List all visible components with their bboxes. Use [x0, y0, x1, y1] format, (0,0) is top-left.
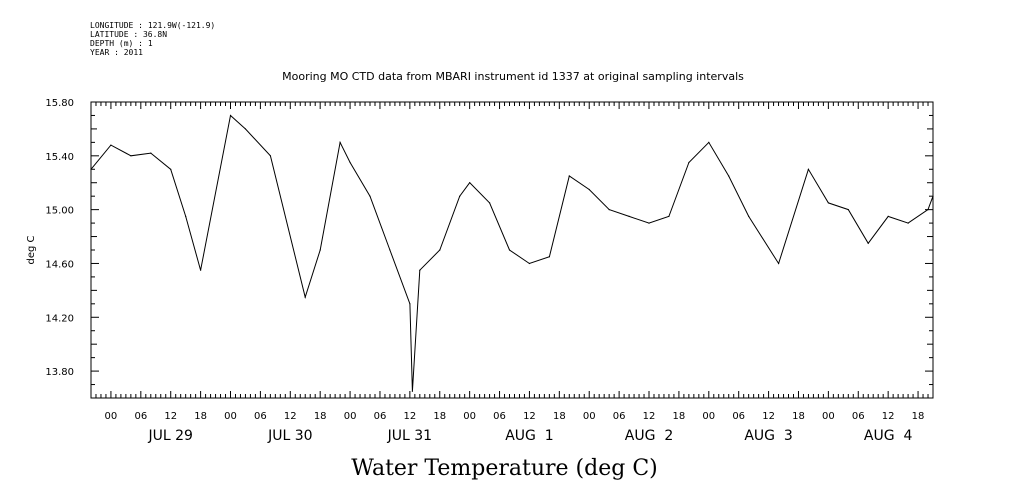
- x-hour-label: 18: [673, 411, 686, 422]
- data-point: [269, 155, 271, 157]
- metadata-block: LONGITUDE : 121.9W(-121.9) LATITUDE : 36…: [90, 21, 215, 57]
- series-line: [90, 114, 934, 392]
- data-point: [907, 222, 909, 224]
- y-tick-label: 15.40: [45, 152, 74, 163]
- x-hour-label: 06: [374, 411, 387, 422]
- data-point: [932, 195, 934, 197]
- data-point: [130, 155, 132, 157]
- data-point: [887, 215, 889, 217]
- x-hour-label: 00: [224, 411, 237, 422]
- x-hour-label: 12: [523, 411, 536, 422]
- data-point: [339, 141, 341, 143]
- x-day-label: AUG 1: [505, 428, 553, 444]
- x-hour-label: 12: [882, 411, 895, 422]
- x-hour-label: 06: [613, 411, 626, 422]
- data-point: [229, 114, 232, 117]
- y-tick-label: 15.00: [45, 206, 74, 217]
- x-hour-label: 18: [314, 411, 327, 422]
- x-day-label: JUL 30: [267, 428, 312, 444]
- data-point: [369, 195, 371, 197]
- data-point: [439, 249, 441, 251]
- data-point: [568, 175, 570, 177]
- data-point: [708, 141, 710, 143]
- x-hour-label: 06: [493, 411, 506, 422]
- meta-year: YEAR : 2011: [90, 48, 143, 57]
- data-point: [411, 390, 413, 392]
- x-hour-label: 06: [852, 411, 865, 422]
- meta-longitude: LONGITUDE : 121.9W(-121.9): [90, 21, 216, 30]
- x-hour-label: 06: [732, 411, 745, 422]
- data-point: [688, 161, 690, 164]
- data-point: [588, 188, 590, 191]
- data-point: [608, 209, 610, 211]
- data-point: [409, 303, 411, 305]
- data-point: [110, 144, 112, 146]
- data-point: [548, 256, 551, 258]
- data-point: [90, 168, 92, 170]
- data-point: [528, 262, 531, 265]
- data-point: [847, 209, 849, 211]
- x-hour-label: 00: [105, 411, 118, 422]
- data-point: [648, 222, 650, 224]
- x-day-label: AUG 3: [744, 428, 792, 444]
- x-axis-title: Water Temperature (deg C): [351, 456, 658, 481]
- x-hour-label: 18: [433, 411, 446, 422]
- data-point: [867, 242, 869, 244]
- data-point: [469, 182, 471, 184]
- x-hour-label: 00: [702, 411, 715, 422]
- x-hour-label: 18: [194, 411, 207, 422]
- plot-frame: [90, 101, 934, 399]
- data-point: [489, 202, 491, 204]
- data-point: [200, 269, 202, 271]
- y-tick-label: 13.80: [45, 367, 74, 378]
- data-point: [508, 249, 511, 251]
- y-tick-label: 14.60: [45, 259, 74, 270]
- data-point: [419, 269, 421, 271]
- data-point: [827, 202, 830, 204]
- data-point: [304, 296, 306, 298]
- data-point: [389, 249, 391, 251]
- x-hour-label: 00: [822, 411, 835, 422]
- x-hour-label: 00: [463, 411, 476, 422]
- data-point: [927, 209, 929, 211]
- x-hour-label: 12: [643, 411, 656, 422]
- data-point: [459, 195, 461, 197]
- data-point: [728, 175, 730, 177]
- x-hour-label: 18: [792, 411, 805, 422]
- x-hour-label: 12: [762, 411, 775, 422]
- y-tick-label: 15.80: [45, 98, 74, 109]
- y-tick-label: 14.20: [45, 313, 74, 324]
- data-point: [244, 128, 246, 130]
- data-point: [748, 215, 750, 217]
- data-point: [668, 215, 670, 217]
- x-day-label: AUG 4: [864, 428, 913, 444]
- meta-latitude: LATITUDE : 36.8N: [90, 30, 168, 39]
- x-hour-label: 18: [553, 411, 566, 422]
- x-day-label: JUL 31: [387, 428, 432, 444]
- data-point: [628, 215, 630, 217]
- data-point: [319, 249, 321, 251]
- x-hour-label: 06: [134, 411, 147, 422]
- x-day-label: AUG 2: [625, 428, 673, 444]
- x-hour-label: 12: [164, 411, 177, 422]
- data-point: [349, 161, 351, 164]
- chart-title: Mooring MO CTD data from MBARI instrumen…: [282, 70, 744, 83]
- data-point: [778, 262, 780, 265]
- x-hour-label: 12: [284, 411, 297, 422]
- x-day-label: JUL 29: [147, 428, 192, 444]
- x-hour-label: 12: [403, 411, 416, 422]
- y-axis-label: deg C: [26, 235, 37, 264]
- data-point: [170, 168, 172, 170]
- data-point: [807, 168, 810, 170]
- meta-depth: DEPTH (m) : 1: [90, 39, 153, 48]
- data-point: [185, 215, 187, 217]
- data-point: [150, 152, 152, 154]
- x-hour-label: 06: [254, 411, 267, 422]
- x-hour-label: 00: [344, 411, 357, 422]
- x-hour-label: 00: [583, 411, 596, 422]
- x-hour-label: 18: [912, 411, 925, 422]
